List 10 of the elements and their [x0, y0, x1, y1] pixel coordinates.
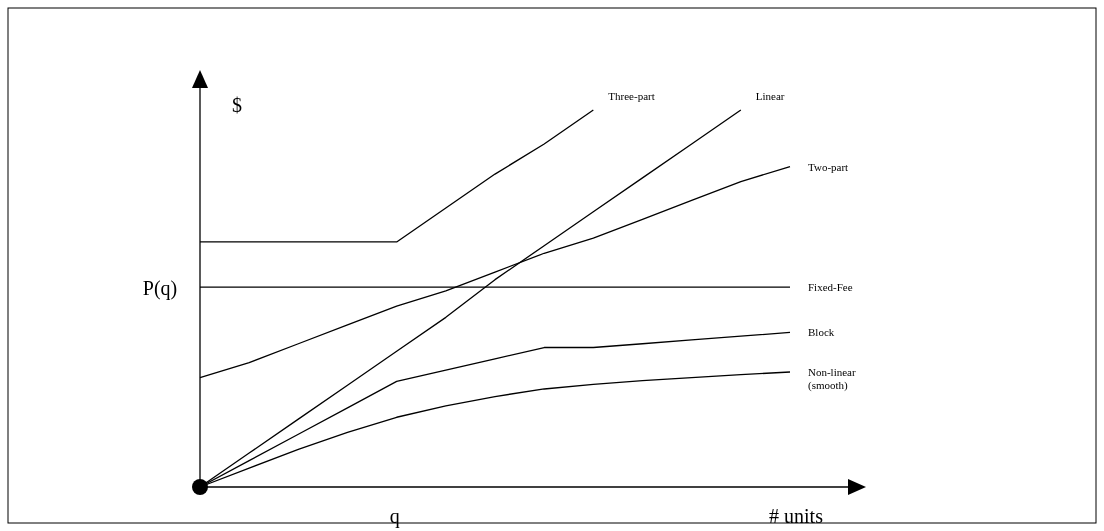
- series-label: Non-linear (smooth): [808, 366, 856, 393]
- y-axis-title: $: [232, 94, 242, 116]
- text: P(q): [142, 277, 178, 300]
- series-label: Fixed-Fee: [808, 281, 853, 294]
- series-label: Linear: [755, 90, 785, 102]
- series-label: Two-part: [808, 160, 849, 173]
- series-label: Block: [808, 326, 835, 339]
- series-label: Three-part: [608, 90, 655, 102]
- text: q: [389, 505, 400, 528]
- x-axis-title: # units: [769, 505, 824, 527]
